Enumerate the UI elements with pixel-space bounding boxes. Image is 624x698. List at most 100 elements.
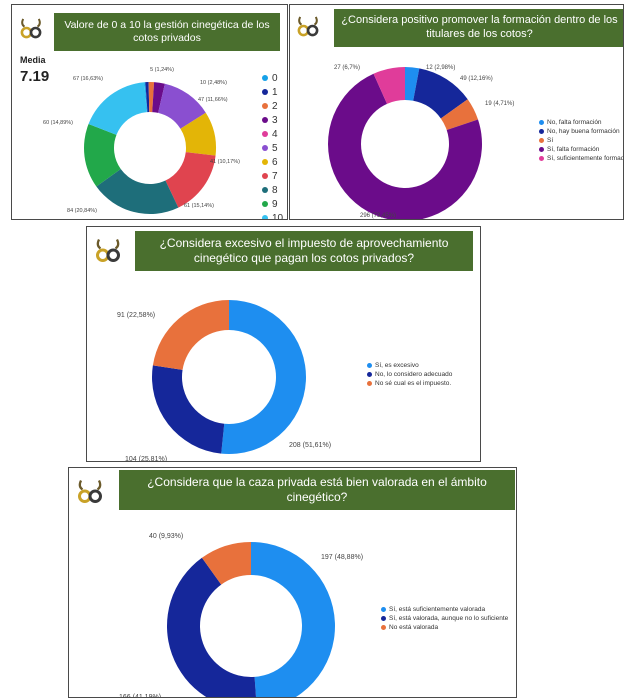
data-label: 91 (22,58%) [117,312,155,319]
legend-swatch [381,616,386,621]
chart-title: ¿Considera positivo promover la formació… [334,9,623,47]
legend-item[interactable]: 8 [262,183,283,197]
donut-slice[interactable] [180,112,216,156]
donut-slice[interactable] [373,67,405,104]
legend-item[interactable]: Sí, está suficientemente valorada [381,605,508,614]
legend-label: 8 [272,184,278,196]
legend-item[interactable]: Sí, suficientemente formados [539,154,624,163]
data-label: 27 (6,7%) [334,65,360,71]
media-label: Media [20,55,46,65]
donut-chart-impuesto: 208 (51,61%) 104 (25,81%) 91 (22,58%) [117,300,331,461]
legend-item[interactable]: Sí, es excesivo [367,361,452,370]
chart-legend: Sí, es excesivo No, lo considero adecuado… [367,361,452,388]
donut-slice[interactable] [152,82,165,113]
legend-label: Sí [547,137,554,144]
chart-legend: No, falta formación No, hay buena formaci… [539,118,624,163]
donut-slice[interactable] [96,168,179,214]
data-label: 208 (51,61%) [289,442,331,449]
legend-swatch [262,89,268,95]
logo-icon [20,18,42,39]
donut-slice[interactable] [148,82,155,113]
legend-item[interactable]: Sí [539,136,623,145]
legend-swatch [262,173,268,179]
chart-panel-impuesto: ¿Considera excesivo el impuesto de aprov… [86,226,481,462]
donut-slice[interactable] [158,83,206,129]
chart-title: ¿Considera excesivo el impuesto de aprov… [135,231,473,271]
legend-item[interactable]: No sé cual es el impuesto. [367,379,452,388]
legend-swatch [262,117,268,123]
legend-label: No está valorada [389,624,439,631]
legend-item[interactable]: 2 [262,99,283,113]
legend-item[interactable]: No, hay buena formación [539,127,623,136]
legend-label: No, falta formación [547,119,602,126]
legend-item[interactable]: 7 [262,169,283,183]
legend-label: Sí, es excesivo [375,362,419,369]
legend-swatch [262,187,268,193]
legend-swatch [262,75,268,81]
legend-item[interactable]: No está valorada [381,623,508,632]
data-label: 166 (41,19%) [119,694,161,698]
legend-label: Sí, suficientemente formados [547,155,624,162]
donut-slice[interactable] [144,82,148,113]
logo-icon [96,238,120,262]
donut-slice[interactable] [413,68,468,119]
data-label: 296 (73,45%) [360,213,396,219]
data-label: 41 (10,17%) [210,159,240,165]
donut-slice[interactable] [251,542,335,698]
legend-label: 0 [272,72,278,84]
legend-swatch [262,131,268,137]
legend-swatch [539,138,544,143]
donut-slice[interactable] [145,82,150,113]
donut-slice[interactable] [152,300,229,370]
donut-slice[interactable] [405,67,420,101]
legend-label: No, lo considero adecuado [375,371,453,378]
donut-slice[interactable] [88,82,147,135]
donut-chart-valoracion: 197 (48,88%) 166 (41,19%) 40 (9,93%) [119,533,363,698]
legend-item[interactable]: 4 [262,127,283,141]
legend-label: 4 [272,128,278,140]
legend-item[interactable]: 5 [262,141,283,155]
donut-slice[interactable] [440,99,479,131]
legend-label: 5 [272,142,278,154]
donut-slice[interactable] [221,300,307,454]
chart-legend: 0 1 2 3 4 5 6 7 8 9 10 [262,71,283,219]
chart-title: ¿Considera que la caza privada está bien… [119,470,515,510]
logo-icon [78,479,102,503]
donut-slice[interactable] [83,123,121,187]
data-label: 5 (1,24%) [150,67,174,73]
data-label: 60 (14,89%) [43,120,73,126]
legend-swatch [367,381,372,386]
legend-item[interactable]: No, falta formación [539,118,623,127]
data-label: 40 (9,93%) [149,533,183,540]
logo-icon [297,16,319,37]
legend-label: Sí, falta formación [547,146,600,153]
donut-slice[interactable] [152,365,225,454]
legend-label: Sí, está suficientemente valorada [389,606,486,613]
legend-label: 3 [272,114,278,126]
data-label: 12 (2,98%) [426,65,455,71]
legend-item[interactable]: 6 [262,155,283,169]
chart-legend: Sí, está suficientemente valorada Sí, est… [381,605,508,632]
legend-item[interactable]: 9 [262,197,283,211]
donut-chart-formacion: 12 (2,98%) 49 (12,16%) 19 (4,71%) 296 (73,4… [328,65,514,220]
legend-item[interactable]: 10 [262,211,283,219]
donut-slice[interactable] [165,152,216,208]
chart-panel-gestion: Valore de 0 a 10 la gestión cinegética d… [11,4,288,220]
legend-item[interactable]: No, lo considero adecuado [367,370,452,379]
legend-item[interactable]: Sí, falta formación [539,145,623,154]
legend-label: No sé cual es el impuesto. [375,380,452,387]
legend-swatch [539,120,544,125]
legend-item[interactable]: Sí, está valorada, aunque no lo suficien… [381,614,508,623]
legend-label: 9 [272,198,278,210]
legend-label: No, hay buena formación [547,128,620,135]
legend-item[interactable]: 1 [262,85,283,99]
legend-label: Sí, está valorada, aunque no lo suficien… [389,615,509,622]
donut-slice[interactable] [201,542,251,585]
donut-slice[interactable] [167,557,257,698]
donut-slice[interactable] [328,73,482,220]
legend-item[interactable]: 3 [262,113,283,127]
media-value: 7.19 [20,68,50,85]
legend-item[interactable]: 0 [262,71,283,85]
data-label: 49 (12,16%) [460,76,493,82]
legend-swatch [367,363,372,368]
